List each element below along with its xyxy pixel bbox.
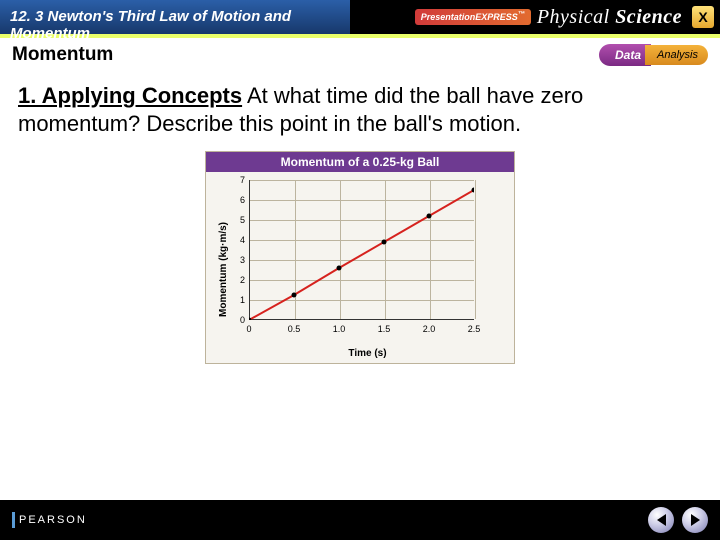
slide: 12. 3 Newton's Third Law of Motion and M… bbox=[0, 0, 720, 540]
chart-title: Momentum of a 0.25-kg Ball bbox=[206, 152, 514, 172]
chart-xlabel: Time (s) bbox=[229, 348, 506, 359]
brand-bar-icon bbox=[12, 512, 15, 528]
section-banner: 12. 3 Newton's Third Law of Motion and M… bbox=[0, 0, 350, 34]
chevron-right-icon bbox=[691, 514, 700, 526]
chart-container: Momentum of a 0.25-kg Ball Momentum (kg·… bbox=[205, 151, 515, 364]
subheader-row: Momentum Data Analysis bbox=[0, 38, 720, 72]
presentation-express-badge: PresentationEXPRESS™ bbox=[415, 9, 531, 25]
close-button[interactable]: X bbox=[692, 6, 714, 28]
prev-button[interactable] bbox=[648, 507, 674, 533]
data-pill: Data bbox=[599, 44, 651, 66]
chart-ylabel: Momentum (kg·m/s) bbox=[214, 180, 229, 359]
subject-word-2: Science bbox=[615, 6, 682, 28]
next-button[interactable] bbox=[682, 507, 708, 533]
analysis-pill: Analysis bbox=[645, 45, 708, 65]
brand-logo: PEARSON bbox=[12, 512, 87, 528]
subject-title: Physical Science bbox=[537, 6, 682, 29]
chevron-left-icon bbox=[657, 514, 666, 526]
question-text: 1. Applying Concepts At what time did th… bbox=[18, 82, 702, 137]
chart-grid bbox=[249, 180, 474, 320]
data-analysis-badge: Data Analysis bbox=[599, 44, 708, 66]
brand-text: PEARSON bbox=[19, 514, 87, 526]
top-bar: 12. 3 Newton's Third Law of Motion and M… bbox=[0, 0, 720, 34]
chart-plot: 0123456700.51.01.52.02.5 bbox=[229, 180, 479, 330]
top-right: PresentationEXPRESS™ Physical Science X bbox=[350, 0, 720, 34]
page-subtitle: Momentum bbox=[12, 44, 599, 66]
footer-bar: PEARSON bbox=[0, 500, 720, 540]
subject-word-1: Physical bbox=[537, 6, 615, 28]
chart-plot-column: 0123456700.51.01.52.02.5 Time (s) bbox=[229, 180, 506, 359]
nav-controls bbox=[648, 507, 708, 533]
question-lead: 1. Applying Concepts bbox=[18, 83, 242, 108]
chart-body: Momentum (kg·m/s) 0123456700.51.01.52.02… bbox=[206, 172, 514, 363]
content-area: 1. Applying Concepts At what time did th… bbox=[0, 72, 720, 364]
